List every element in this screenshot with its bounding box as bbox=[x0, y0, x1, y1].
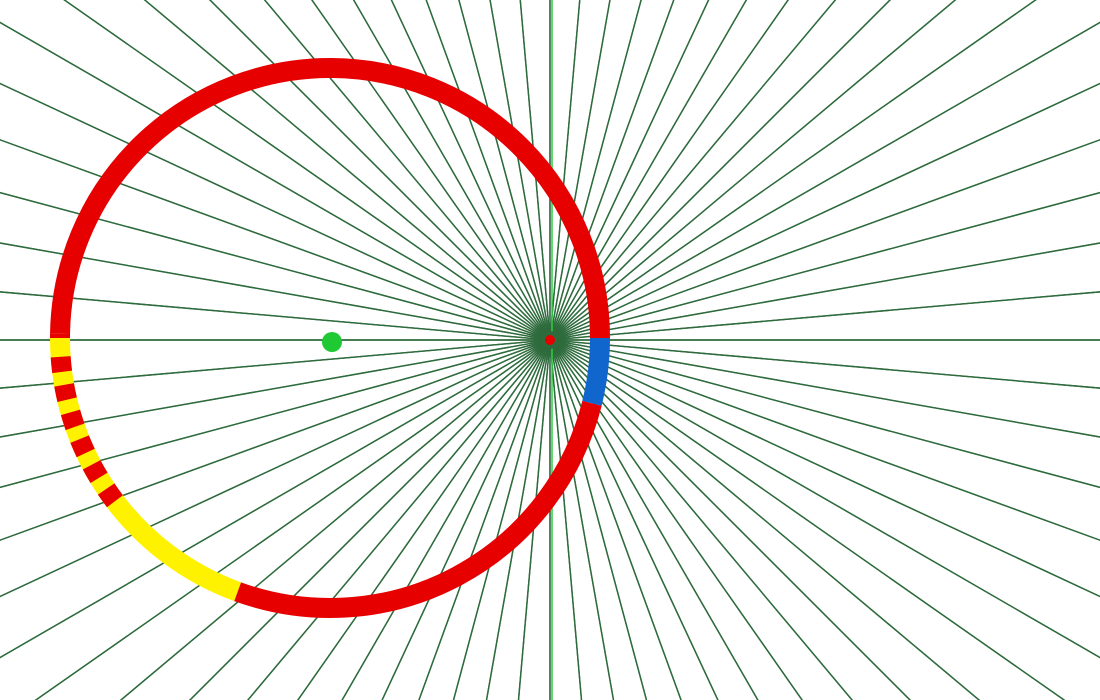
radial-lines bbox=[0, 0, 1100, 700]
ring-dash bbox=[61, 357, 62, 372]
ray-origin-dot bbox=[541, 331, 559, 349]
ring-dash bbox=[64, 385, 67, 400]
ring-dash bbox=[106, 489, 115, 501]
origin-dot-inner bbox=[545, 335, 555, 345]
radial-ring-diagram bbox=[0, 0, 1100, 700]
ring-segment bbox=[60, 68, 600, 338]
ring-segment bbox=[592, 338, 600, 403]
ring-dash bbox=[80, 439, 86, 453]
ring-segment bbox=[60, 338, 238, 592]
green-center-dot bbox=[322, 332, 342, 352]
ring-dash bbox=[70, 412, 75, 426]
ring-dash bbox=[92, 465, 99, 478]
